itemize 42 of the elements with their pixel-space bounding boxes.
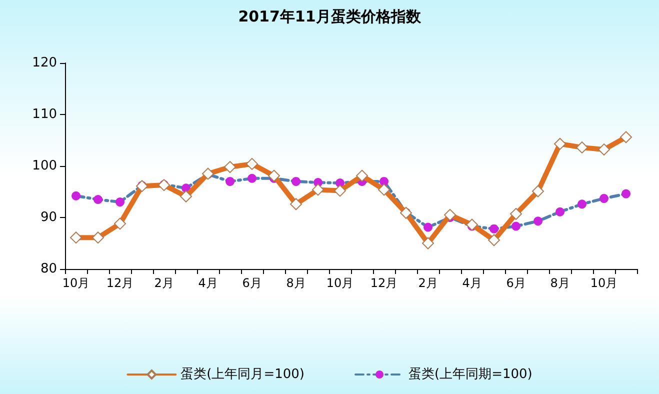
point bbox=[224, 161, 236, 174]
y-tick-label: 80 bbox=[40, 262, 57, 276]
x-tick-label: 2月 bbox=[418, 276, 438, 290]
point bbox=[268, 170, 280, 182]
point bbox=[70, 232, 82, 244]
x-tick-label: 8月 bbox=[286, 276, 306, 290]
point bbox=[620, 131, 632, 144]
point bbox=[532, 185, 544, 198]
x-tick-label: 2月 bbox=[154, 276, 174, 290]
x-tick-label: 10月 bbox=[326, 276, 354, 290]
x-tick-label: 10月 bbox=[590, 276, 618, 290]
x-tick-label: 10月 bbox=[62, 276, 90, 290]
chart-title: 2017年11月蛋类价格指数 bbox=[238, 8, 422, 26]
y-tick-label: 100 bbox=[32, 158, 57, 174]
point bbox=[92, 232, 104, 244]
point bbox=[554, 138, 566, 150]
point bbox=[246, 158, 258, 170]
point bbox=[334, 184, 346, 197]
point bbox=[114, 218, 126, 230]
point bbox=[444, 208, 456, 221]
x-tick-label: 12月 bbox=[370, 276, 398, 290]
x-tick-label: 6月 bbox=[242, 276, 262, 290]
point bbox=[510, 208, 522, 220]
legend-label: 蛋类(上年同月=100) bbox=[180, 367, 305, 382]
x-tick-label: 8月 bbox=[550, 276, 570, 290]
x-tick-label: 4月 bbox=[198, 276, 218, 290]
point bbox=[378, 184, 390, 196]
legend-label: 蛋类(上年同期=100) bbox=[408, 367, 532, 382]
y-tick-label: 90 bbox=[40, 210, 57, 225]
point bbox=[312, 184, 324, 196]
y-tick-label: 120 bbox=[32, 56, 57, 70]
point bbox=[576, 141, 588, 154]
point bbox=[422, 237, 434, 250]
x-tick-label: 4月 bbox=[462, 276, 482, 290]
x-tick-label: 12月 bbox=[106, 276, 134, 290]
point bbox=[488, 234, 500, 246]
point bbox=[598, 144, 610, 156]
x-tick-label: 6月 bbox=[506, 276, 526, 290]
point bbox=[356, 170, 368, 182]
point bbox=[180, 190, 192, 202]
y-tick-label: 110 bbox=[32, 107, 57, 122]
point bbox=[290, 198, 302, 210]
